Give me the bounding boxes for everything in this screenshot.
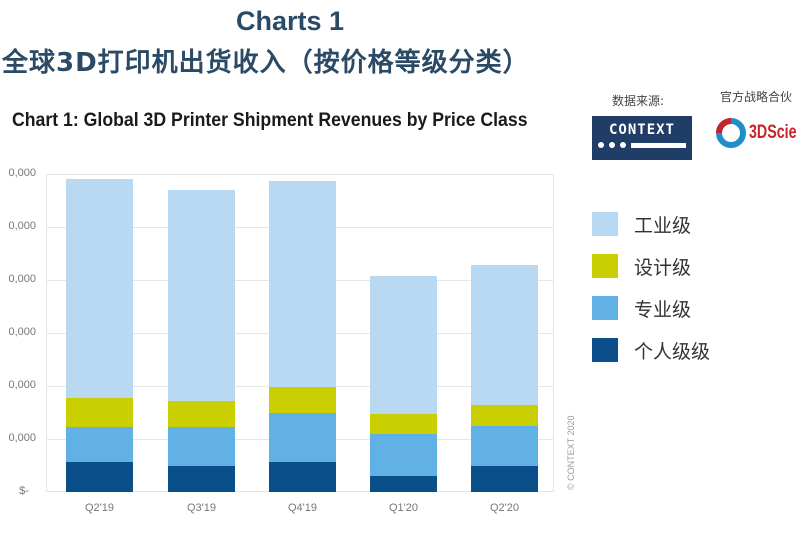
legend-item-design: 设计级 <box>592 245 710 287</box>
legend-swatch <box>592 296 618 320</box>
context-logo-text: CONTEXT <box>608 122 675 138</box>
bar-segment-personal <box>168 466 235 492</box>
bar-segment-professional <box>370 434 437 477</box>
x-tick-label: Q2'20 <box>489 502 519 514</box>
bar-Q2'20 <box>471 265 538 492</box>
bar-segment-design <box>269 387 336 414</box>
context-logo: CONTEXT <box>592 116 692 160</box>
legend-item-professional: 专业级 <box>592 287 710 329</box>
y-tick-label: 0,000 <box>8 432 36 444</box>
y-tick-label: 0,000 <box>8 379 36 391</box>
chart-legend: 工业级 设计级 专业级 个人级级 <box>592 203 710 371</box>
legend-swatch <box>592 338 618 362</box>
legend-label: 个人级级 <box>634 340 711 363</box>
x-tick-label: Q1'20 <box>388 502 418 514</box>
bar-segment-personal <box>66 461 133 492</box>
legend-swatch <box>592 254 618 278</box>
x-tick-label: Q4'19 <box>287 502 317 514</box>
bar-segment-industrial <box>471 265 538 406</box>
x-tick-label: Q2'19 <box>84 502 114 514</box>
bar-segment-personal <box>471 466 538 492</box>
legend-label: 工业级 <box>634 214 692 237</box>
3dscience-logo: 3DScie <box>716 118 800 148</box>
bar-segment-professional <box>471 426 538 467</box>
data-source-label: 数据来源: <box>612 94 665 108</box>
y-tick-label: 0,000 <box>8 220 36 232</box>
legend-label: 专业级 <box>634 298 692 321</box>
y-tick-label: 0,000 <box>8 273 36 285</box>
bar-segment-professional <box>66 426 133 462</box>
y-tick-label: $- <box>19 485 29 497</box>
page-title: Charts 1 <box>235 6 345 36</box>
legend-item-personal: 个人级级 <box>592 329 710 371</box>
bar-segment-professional <box>168 426 235 467</box>
bar-segment-personal <box>269 461 336 492</box>
bar-segment-professional <box>269 413 336 462</box>
x-tick-label: Q3'19 <box>186 502 216 514</box>
bar-segment-design <box>66 397 133 427</box>
legend-swatch <box>592 212 618 236</box>
page-subtitle: 全球3D打印机出货收入（按价格等级分类） <box>2 48 530 78</box>
bar-Q4'19 <box>269 180 336 492</box>
bar-Q3'19 <box>168 189 235 492</box>
chart-title: Chart 1: Global 3D Printer Shipment Reve… <box>12 110 528 131</box>
partner-label: 官方战略合伙 <box>720 90 793 104</box>
swirl-logo-icon <box>716 118 746 148</box>
y-tick-label: 0,000 <box>8 326 36 338</box>
bar-Q2'19 <box>66 178 133 492</box>
copyright-text: © CONTEXT 2020 <box>566 415 576 491</box>
bar-segment-industrial <box>168 189 235 401</box>
bar-segment-industrial <box>269 180 336 388</box>
bar-Q1'20 <box>370 276 437 492</box>
bar-segment-design <box>370 414 437 435</box>
bar-segment-industrial <box>66 178 133 398</box>
3dscience-logo-text: 3DScie <box>749 122 797 143</box>
legend-label: 设计级 <box>634 256 692 279</box>
y-tick-label: 0,000 <box>8 167 36 179</box>
bar-segment-design <box>168 400 235 427</box>
bar-segment-design <box>471 405 538 427</box>
context-logo-dots <box>598 142 686 148</box>
bar-segment-personal <box>370 476 437 492</box>
legend-item-industrial: 工业级 <box>592 203 710 245</box>
bar-segment-industrial <box>370 276 437 415</box>
